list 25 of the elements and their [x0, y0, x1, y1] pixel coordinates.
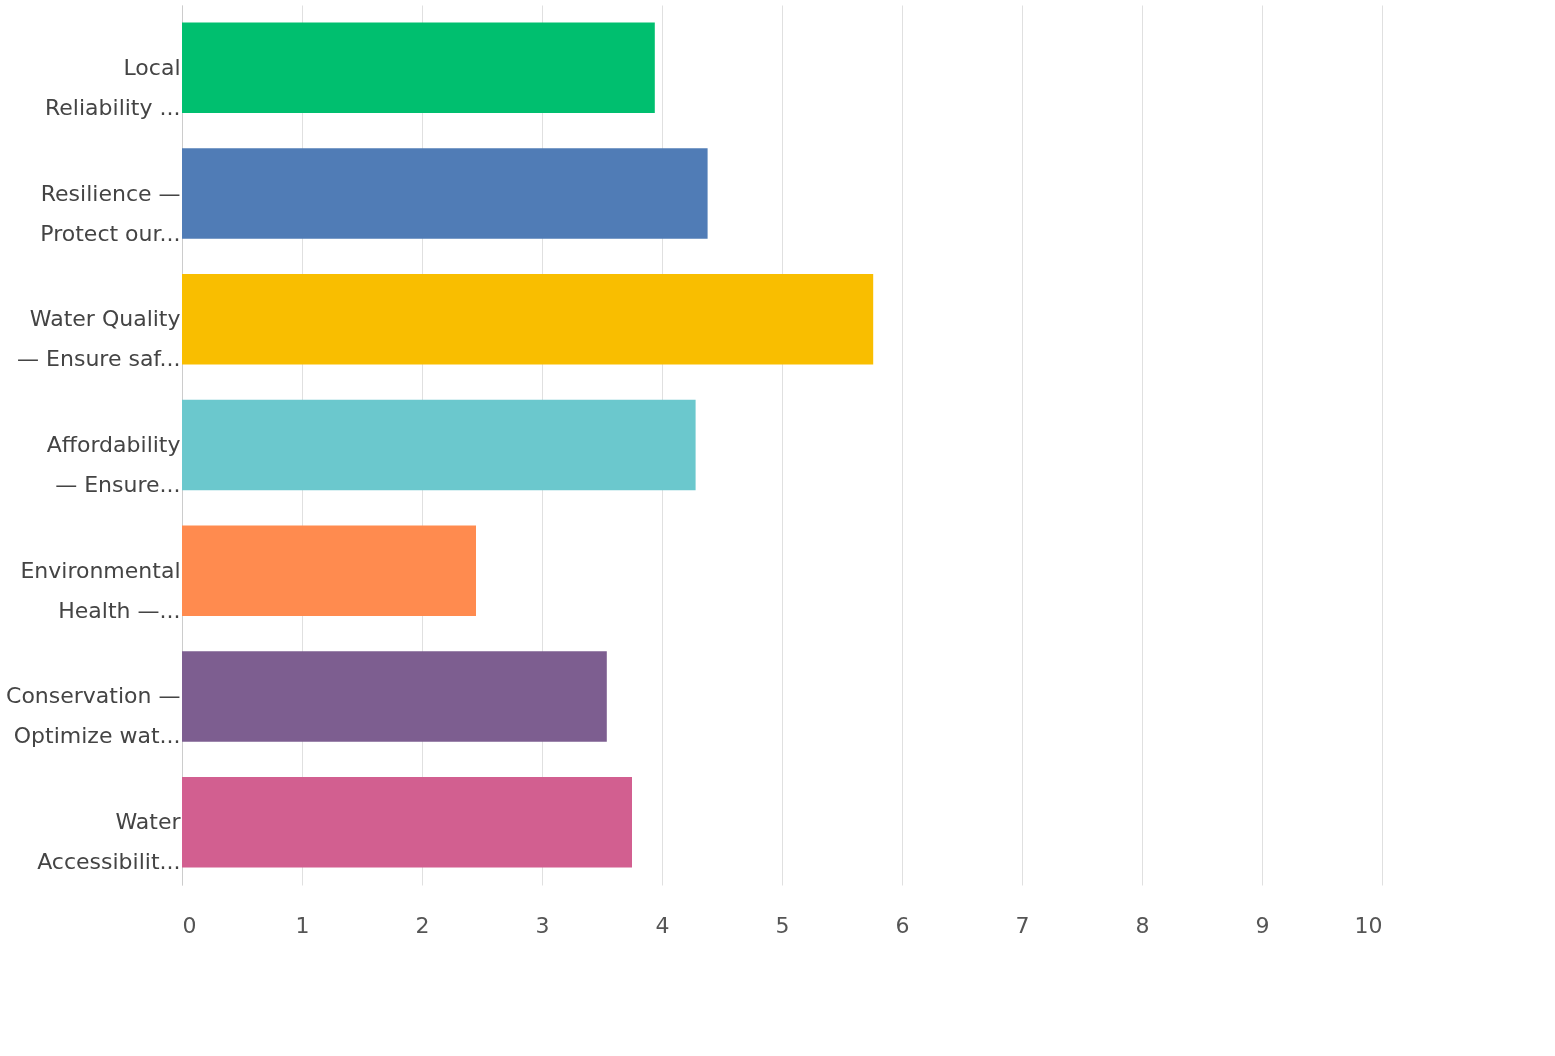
- x-tick-label: 3: [535, 912, 550, 938]
- x-tick-label: 5: [775, 912, 790, 938]
- bar: [182, 148, 708, 239]
- bar: [182, 525, 476, 616]
- y-tick-label: Local Reliability ...: [45, 54, 181, 120]
- x-tick-label: 4: [655, 912, 670, 938]
- y-tick-label: Water Quality — Ensure saf...: [17, 306, 181, 372]
- x-tick-label: 9: [1255, 912, 1270, 938]
- x-tick-label: 2: [415, 912, 430, 938]
- bar: [182, 274, 874, 365]
- y-tick-label: Water Accessibilit...: [37, 809, 182, 875]
- bar: [182, 399, 696, 491]
- bar: [182, 651, 607, 742]
- y-tick-label: Environmental Health —...: [20, 557, 181, 623]
- y-tick-label: Conservation — Optimize wat...: [6, 683, 181, 749]
- y-tick-label: Resilience — Protect our...: [40, 180, 181, 246]
- bar: [182, 776, 632, 868]
- x-tick-label: 7: [1015, 912, 1030, 938]
- x-tick-label: 8: [1135, 912, 1150, 938]
- x-tick-label: 6: [895, 912, 910, 938]
- x-tick-label: 1: [295, 912, 310, 938]
- x-tick-label: 10: [1354, 912, 1383, 938]
- y-tick-label: Affordability — Ensure...: [46, 432, 181, 497]
- bar: [182, 22, 655, 114]
- x-tick-label: 0: [182, 912, 197, 938]
